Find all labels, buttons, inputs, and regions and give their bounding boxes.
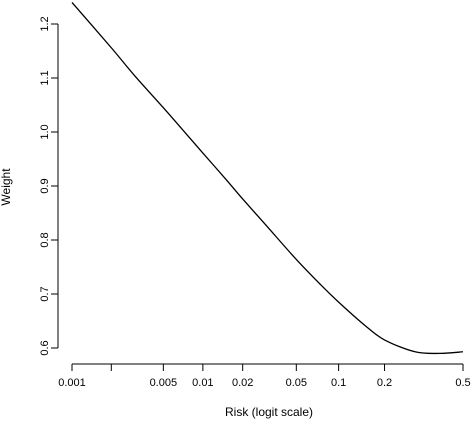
- x-tick-label: 0.001: [58, 377, 86, 389]
- x-tick-label: 0.02: [232, 377, 253, 389]
- weight-curve: [71, 1, 464, 355]
- y-tick-label: 0.6: [39, 340, 51, 355]
- y-tick-label: 1.0: [39, 124, 51, 139]
- y-axis-label: Weight: [0, 168, 13, 206]
- x-tick-label: 0.5: [455, 377, 470, 389]
- y-tick-label: 0.8: [39, 232, 51, 247]
- x-axis-label: Risk (logit scale): [225, 405, 313, 419]
- x-tick-label: 0.005: [150, 377, 178, 389]
- x-tick-label: 0.2: [377, 377, 392, 389]
- y-axis: 0.6 0.7 0.8 0.9 1.0 1.1 1.2: [39, 16, 59, 356]
- x-tick-label: 0.05: [286, 377, 307, 389]
- y-tick-label: 1.2: [39, 16, 51, 31]
- y-tick-label: 1.1: [39, 70, 51, 85]
- y-tick-label: 0.9: [39, 178, 51, 193]
- x-tick-label: 0.01: [192, 377, 213, 389]
- y-tick-label: 0.7: [39, 286, 51, 301]
- plot-area: [71, 1, 464, 355]
- x-tick-label: 0.1: [331, 377, 346, 389]
- x-axis: 0.001 0.005 0.01 0.02 0.05 0.1 0.2 0.5: [58, 363, 471, 389]
